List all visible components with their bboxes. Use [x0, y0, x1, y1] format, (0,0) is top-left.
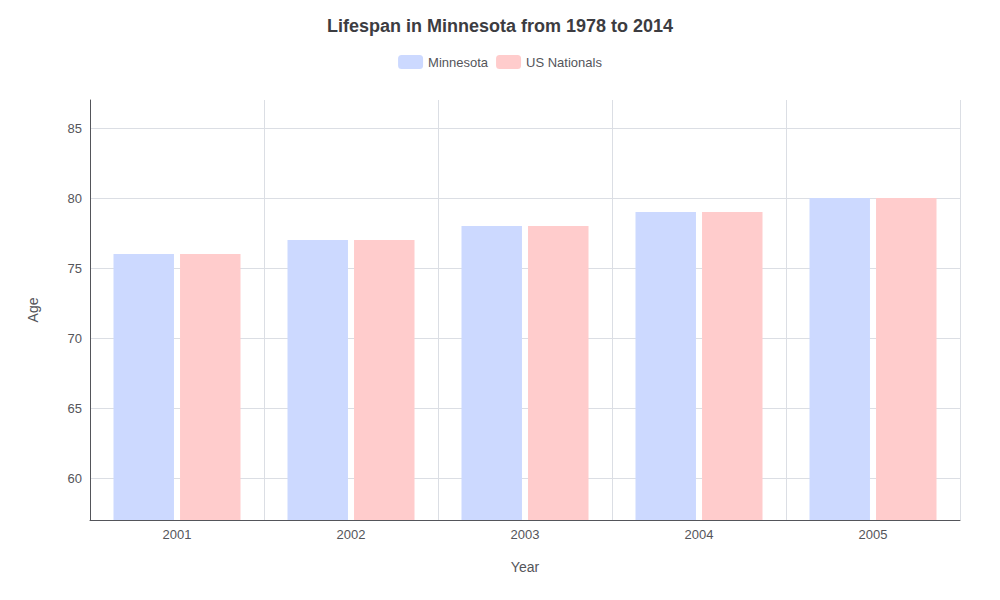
- svg-text:85: 85: [68, 121, 82, 136]
- svg-text:Year: Year: [511, 559, 540, 575]
- svg-text:Age: Age: [25, 297, 41, 322]
- svg-text:75: 75: [68, 261, 82, 276]
- svg-text:65: 65: [68, 401, 82, 416]
- svg-text:60: 60: [68, 471, 82, 486]
- svg-text:70: 70: [68, 331, 82, 346]
- svg-text:Minnesota: Minnesota: [428, 55, 489, 70]
- svg-text:2005: 2005: [859, 527, 888, 542]
- svg-text:80: 80: [68, 191, 82, 206]
- svg-text:2003: 2003: [511, 527, 540, 542]
- svg-text:2001: 2001: [163, 527, 192, 542]
- svg-text:US Nationals: US Nationals: [526, 55, 602, 70]
- svg-text:Lifespan in Minnesota from 197: Lifespan in Minnesota from 1978 to 2014: [327, 16, 673, 36]
- svg-text:2002: 2002: [337, 527, 366, 542]
- svg-text:2004: 2004: [685, 527, 714, 542]
